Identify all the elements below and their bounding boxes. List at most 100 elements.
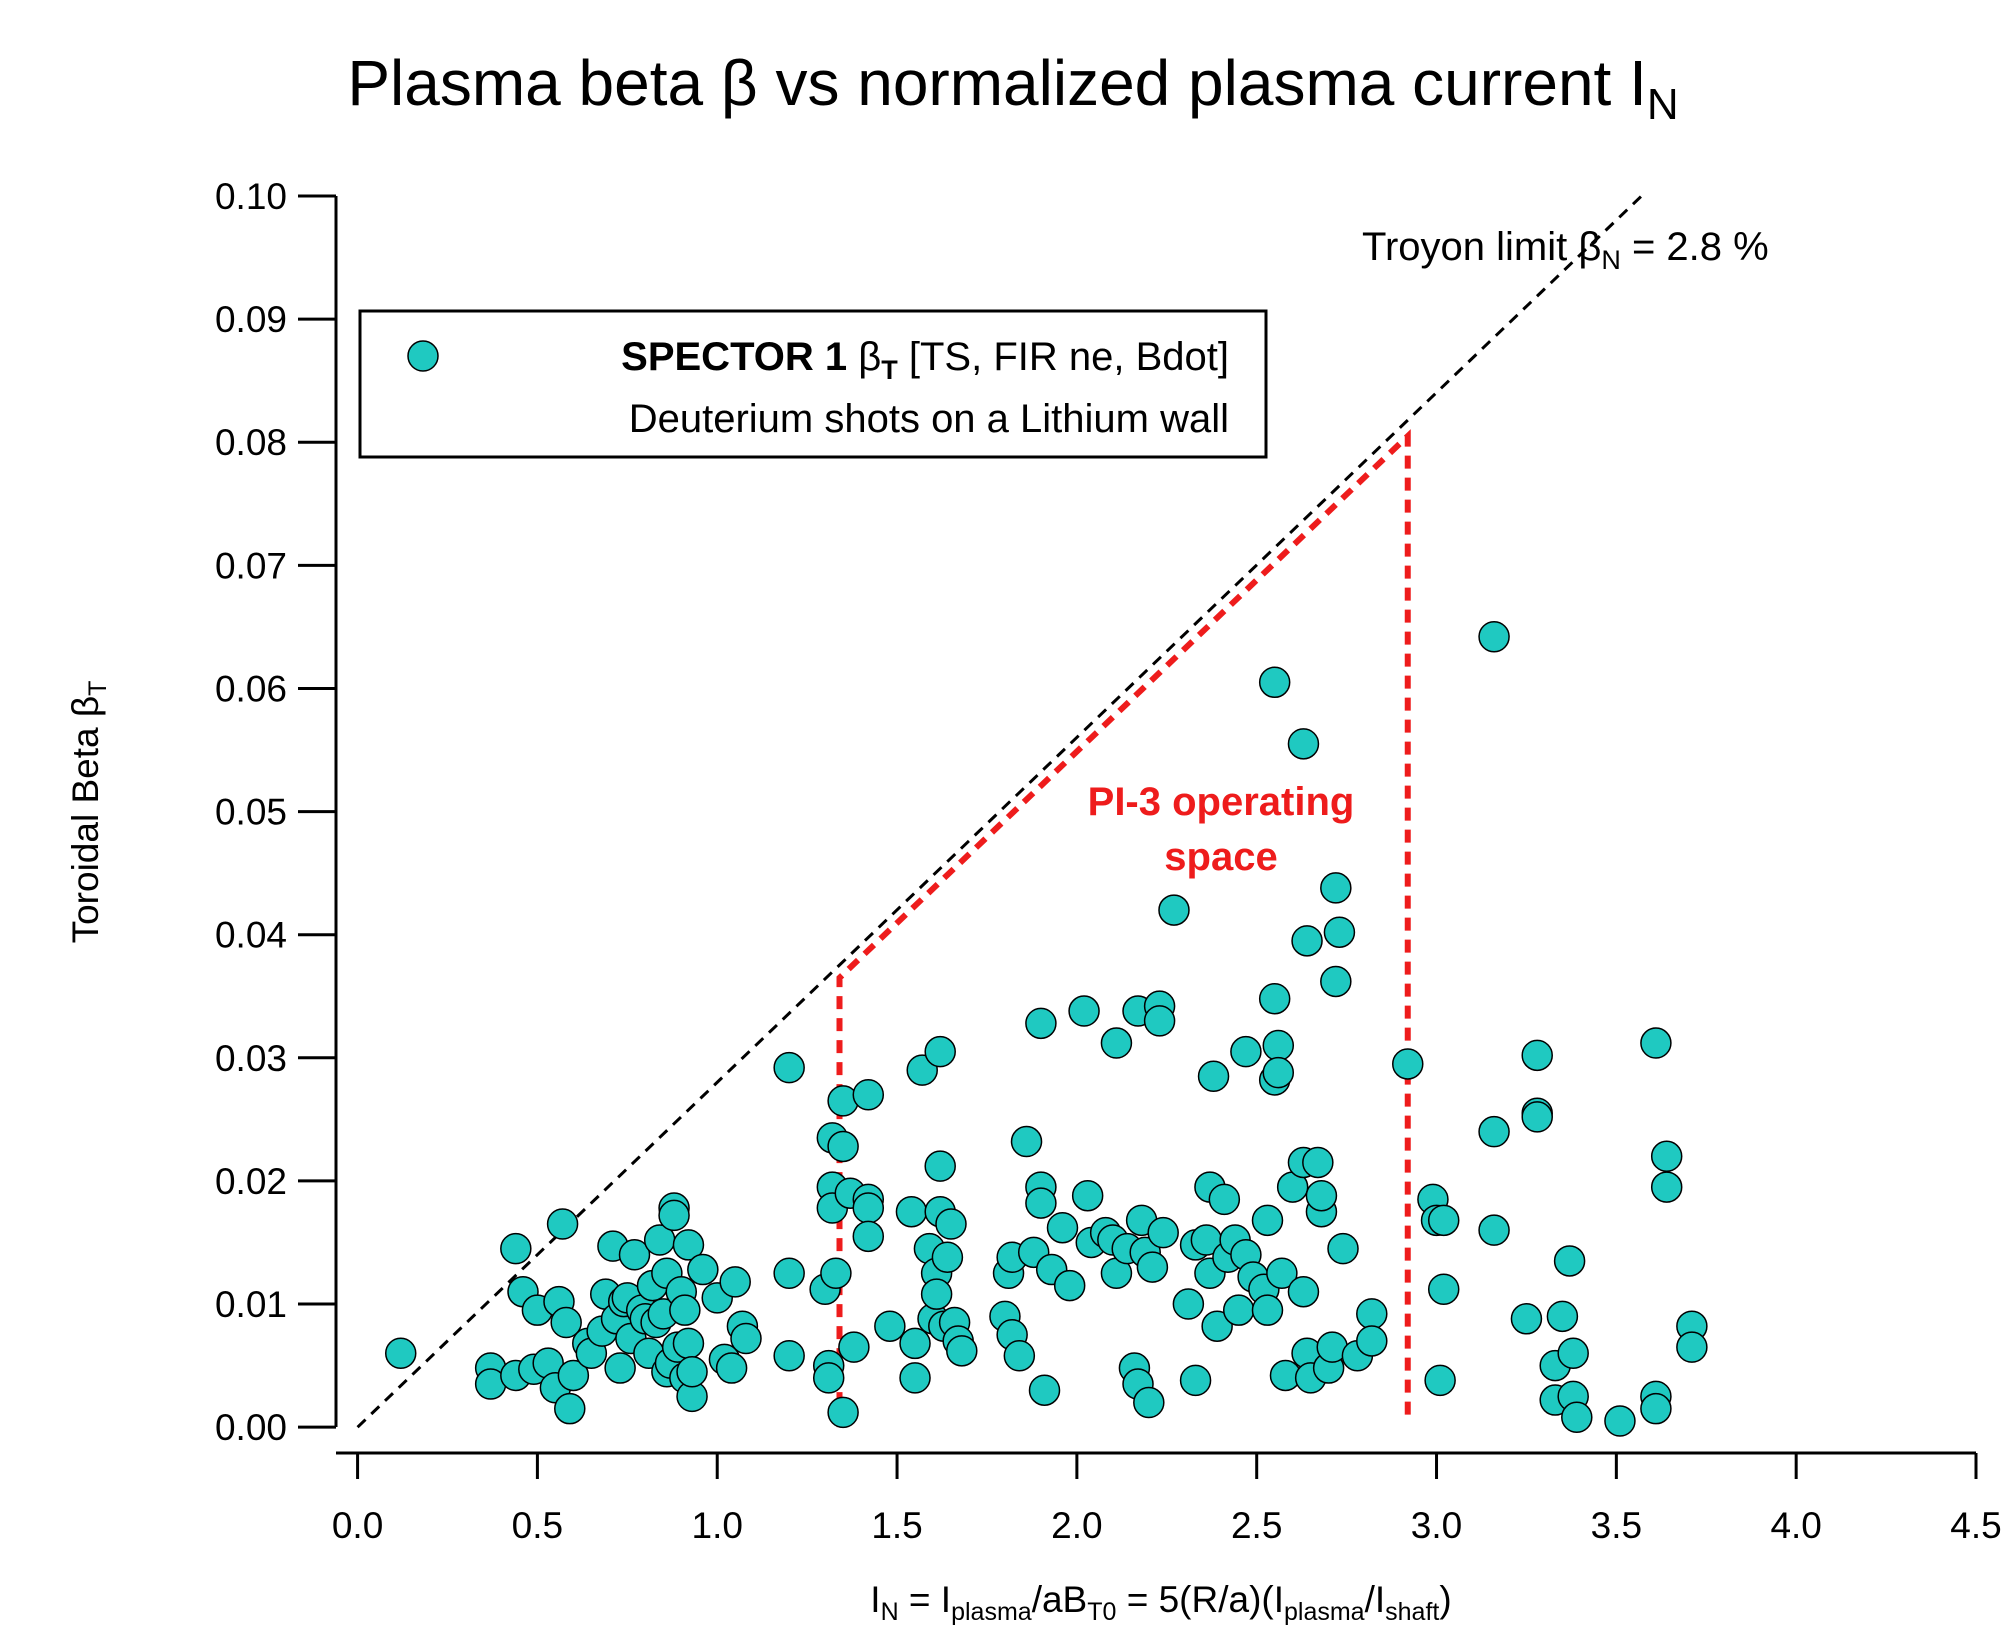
data-point [1287,728,1320,760]
data-point [899,1362,931,1394]
data-point [1287,1275,1320,1308]
subscript: N [1647,80,1679,129]
text-part: I [870,1579,880,1620]
x-tick-label: 4.0 [1770,1505,1821,1546]
data-point [1222,1294,1255,1326]
x-tick-label: 2.5 [1231,1505,1282,1546]
y-tick-label: 0.09 [215,299,287,340]
operating-space-label: space [1164,835,1277,879]
data-point [500,1232,532,1265]
legend-marker [407,340,439,372]
x-axis-label: IN = Iplasma/aBT0 = 5(R/a)(Iplasma/Ishaf… [870,1579,1451,1626]
data-point [1028,1374,1061,1406]
x-tick-label: 2.0 [1051,1505,1102,1546]
data-point [1302,1146,1334,1179]
data-point [1158,894,1190,926]
data-point [550,1306,582,1339]
legend-box [358,309,1268,459]
data-point [852,1078,885,1111]
text-part: Deuterium shots on a Lithium wall [629,397,1229,441]
data-point [852,1192,885,1224]
y-tick-label: 0.05 [215,792,287,833]
text-part: Plasma beta β vs normalized plasma curre… [347,47,1647,119]
data-point [1510,1303,1543,1335]
data-point [1208,1183,1241,1216]
troyon-limit-line [356,194,1643,1429]
y-tick-label: 0.01 [215,1284,287,1325]
data-point [672,1229,705,1261]
x-tick-label: 3.5 [1591,1505,1642,1546]
data-point [852,1220,885,1253]
data-point [1323,916,1356,948]
data-point [618,1239,651,1271]
data-point [557,1359,590,1392]
data-point [1071,1179,1104,1212]
subscript: shaft [1385,1598,1439,1626]
data-point [1478,1115,1510,1148]
data-point [1025,1187,1057,1219]
data-point [1147,1216,1179,1249]
data-point [384,1337,417,1370]
data-point [1003,1339,1036,1372]
data-point [1230,1035,1262,1068]
data-point [773,1051,805,1084]
data-point [730,1322,762,1355]
data-point [874,1310,906,1342]
data-point [1053,1269,1086,1302]
data-point [1640,1027,1672,1059]
data-point [719,1266,751,1298]
data-point [1521,1101,1553,1133]
data-point [1320,965,1352,998]
data-point [546,1208,579,1240]
troyon-annotation: Troyon limit βN = 2.8 % [1362,225,1769,275]
data-point [812,1362,845,1394]
data-point [1262,1029,1295,1062]
y-tick-label: 0.03 [215,1038,287,1079]
data-point [1258,982,1291,1015]
subscript: T0 [1087,1598,1116,1626]
data-point [1676,1331,1708,1363]
data-point [1424,1364,1456,1397]
data-point [658,1199,690,1232]
text-part: ) [1439,1579,1451,1620]
data-point [899,1327,931,1360]
data-point [1197,1060,1230,1093]
x-tick-label: 0.0 [332,1505,383,1546]
data-point [1521,1039,1553,1072]
data-point [1553,1245,1586,1277]
data-point [1427,1273,1460,1306]
data-point [1025,1007,1057,1040]
data-point [1650,1140,1683,1173]
data-point [1478,1214,1510,1246]
data-point [1546,1300,1579,1333]
data-point [1604,1405,1636,1437]
data-point [827,1130,859,1163]
subscript: plasma [951,1598,1032,1626]
x-tick-label: 3.0 [1411,1505,1462,1546]
data-point [1258,666,1291,699]
data-point [1650,1171,1683,1203]
text-part: = 2.8 % [1621,225,1769,269]
y-tick-label: 0.00 [215,1407,287,1448]
data-point [687,1253,719,1286]
text-part: Toroidal Beta β [65,696,106,944]
text-part: SPECTOR 1 [621,335,858,379]
data-point [1320,872,1352,904]
operating-space-label: PI-3 operating [1088,780,1355,824]
data-point [1100,1027,1133,1059]
data-point [1356,1298,1388,1330]
data-point [931,1241,964,1273]
text-part: /aB [1032,1579,1088,1620]
data-point [1427,1204,1460,1237]
y-tick-label: 0.04 [215,915,287,956]
data-point [1251,1204,1284,1237]
y-tick-label: 0.07 [215,545,287,586]
data-point [1561,1401,1593,1434]
y-tick-label: 0.08 [215,422,287,463]
data-point [1305,1179,1338,1212]
data-point [1133,1386,1165,1419]
data-point [946,1335,978,1367]
data-point [1640,1392,1672,1425]
text-part: β [858,335,881,379]
data-point [604,1352,636,1384]
